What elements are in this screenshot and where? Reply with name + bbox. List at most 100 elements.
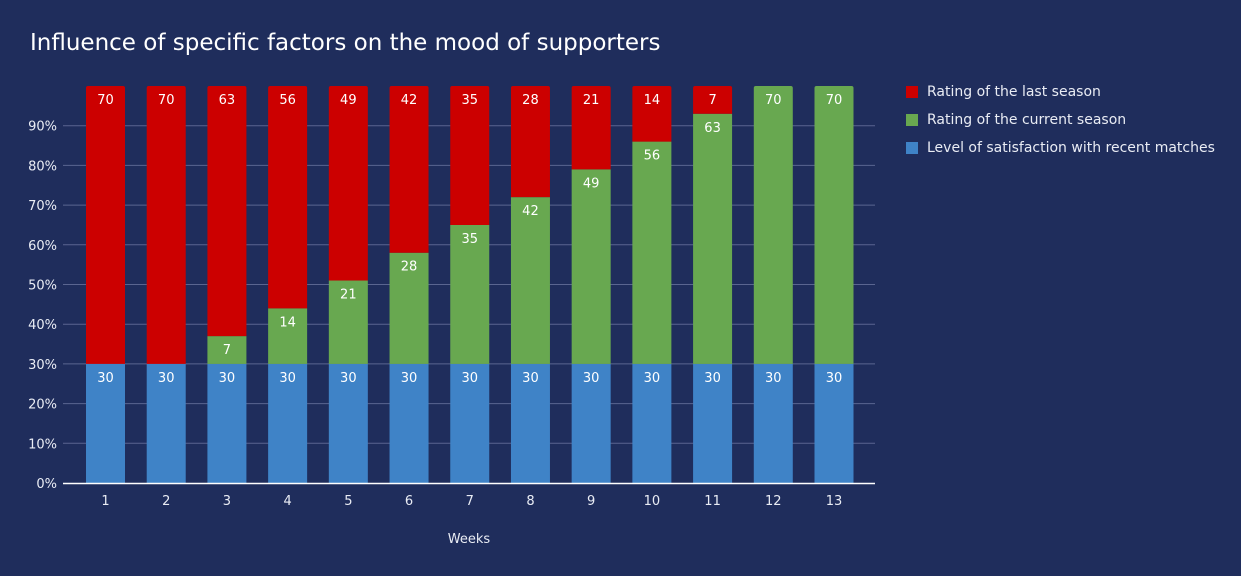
data-label: 70 [765,93,782,108]
bar-segment [632,86,672,142]
bar-segment [450,86,490,225]
y-tick-label: 0% [36,477,57,492]
bars [86,86,854,483]
bar-segment [510,86,550,198]
chart-title: Influence of specific factors on the moo… [30,30,661,56]
data-label: 70 [826,93,843,108]
bar-segment [328,280,368,364]
bar-segment [146,86,186,364]
data-label: 30 [97,371,114,386]
x-tick-label: 8 [526,494,534,509]
x-tick-label: 7 [466,494,474,509]
bar-segment [693,363,733,483]
legend-label: Level of satisfaction with recent matche… [927,140,1215,156]
bar-segment [268,363,308,483]
y-tick-label: 90% [28,120,57,135]
data-label: 21 [583,93,600,108]
y-tick-label: 80% [28,159,57,174]
data-label: 49 [340,93,357,108]
data-label: 7 [223,343,231,358]
data-label: 30 [401,371,418,386]
x-tick-label: 5 [344,494,352,509]
data-label: 70 [158,93,175,108]
bar-segment [268,86,308,309]
bar-segment [328,86,368,281]
bar-segment [510,197,550,364]
bar-segment [389,86,429,253]
bar-segment [450,224,490,364]
data-label: 49 [583,176,600,191]
x-tick-label: 3 [223,494,231,509]
bar-segment [389,363,429,483]
x-tick-label: 2 [162,494,170,509]
legend-item[interactable]: Rating of the last season [906,78,1215,106]
y-axis-ticks: 0% 10% 20% 30% 40% 50% 60% 70% 80% 90% [28,120,57,492]
data-label: 28 [522,93,539,108]
y-tick-label: 70% [28,199,57,214]
legend-swatch-icon [906,142,918,154]
data-label: 30 [219,371,236,386]
bar-segment [86,86,125,364]
bar-segment [207,363,247,483]
data-label: 30 [826,371,843,386]
data-label: 30 [765,371,782,386]
bar-segment [389,252,429,364]
x-tick-label: 6 [405,494,413,509]
data-label: 30 [522,371,539,386]
bar-segment [207,336,247,364]
data-label: 14 [644,93,661,108]
legend-swatch-icon [906,86,918,98]
data-label: 70 [97,93,114,108]
x-tick-label: 12 [765,494,782,509]
bar-segment [693,86,733,114]
bar-segment [571,363,611,483]
data-label: 30 [583,371,600,386]
x-axis-ticks: 1 2 3 4 5 6 7 8 9 10 11 12 13 [101,494,842,509]
data-label: 56 [644,149,661,164]
data-label: 42 [522,204,539,219]
x-axis-title: Weeks [448,532,491,547]
x-tick-label: 10 [644,494,661,509]
bar-segment [571,169,611,364]
data-label: 30 [644,371,661,386]
data-label: 7 [708,93,716,108]
data-label: 30 [704,371,721,386]
bar-segment [86,363,125,483]
bar-segment [571,86,611,170]
bar-segment [450,363,490,483]
legend-label: Rating of the current season [927,112,1127,128]
y-tick-label: 30% [28,358,57,373]
bar-segment [814,363,854,483]
x-tick-label: 1 [101,494,109,509]
legend-label: Rating of the last season [927,84,1101,100]
data-label: 35 [461,93,478,108]
bar-segment [328,363,368,483]
bar-segment [693,113,733,364]
bar-segment [753,363,793,483]
data-label: 30 [340,371,357,386]
y-tick-label: 20% [28,398,57,413]
bar-segment [632,363,672,483]
legend: Rating of the last season Rating of the c… [906,78,1215,162]
bar-segment [510,363,550,483]
legend-item[interactable]: Rating of the current season [906,106,1215,134]
bar-segment [814,86,854,364]
x-tick-label: 4 [283,494,291,509]
legend-swatch-icon [906,114,918,126]
data-label: 30 [279,371,296,386]
x-tick-label: 13 [826,494,843,509]
y-tick-label: 10% [28,437,57,452]
y-tick-label: 60% [28,239,57,254]
legend-item[interactable]: Level of satisfaction with recent matche… [906,134,1215,162]
bar-segment [632,141,672,364]
x-tick-label: 9 [587,494,595,509]
data-label: 42 [401,93,418,108]
data-label: 35 [461,232,478,247]
bar-segment [268,308,308,364]
bar-segment [207,86,247,337]
bar-segment [146,363,186,483]
data-label: 30 [158,371,175,386]
data-label: 21 [340,288,357,303]
y-tick-label: 40% [28,318,57,333]
